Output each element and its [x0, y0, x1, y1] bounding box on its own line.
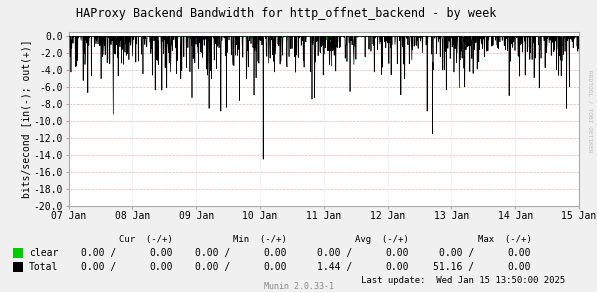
Text: 0.00 /: 0.00 / [81, 248, 116, 258]
Text: 0.00 /: 0.00 / [81, 262, 116, 272]
Text: RRDTOOL / TOBI OETIKER: RRDTOOL / TOBI OETIKER [587, 70, 592, 152]
Text: 0.00: 0.00 [508, 248, 531, 258]
Text: 0.00 /: 0.00 / [195, 248, 230, 258]
Text: 0.00: 0.00 [263, 262, 287, 272]
Text: 0.00 /: 0.00 / [317, 248, 352, 258]
Text: 0.00: 0.00 [386, 262, 409, 272]
Text: 0.00: 0.00 [508, 262, 531, 272]
Text: Munin 2.0.33-1: Munin 2.0.33-1 [263, 281, 334, 291]
Text: Cur  (-/+): Cur (-/+) [119, 235, 173, 244]
Text: 0.00 /: 0.00 / [439, 248, 475, 258]
Text: 0.00: 0.00 [150, 262, 173, 272]
Text: Last update:  Wed Jan 15 13:50:00 2025: Last update: Wed Jan 15 13:50:00 2025 [361, 276, 565, 285]
Text: 51.16 /: 51.16 / [433, 262, 475, 272]
Text: Max  (-/+): Max (-/+) [478, 235, 531, 244]
Text: 0.00: 0.00 [263, 248, 287, 258]
Text: HAProxy Backend Bandwidth for http_offnet_backend - by week: HAProxy Backend Bandwidth for http_offne… [76, 7, 497, 20]
Text: Avg  (-/+): Avg (-/+) [355, 235, 409, 244]
Text: Total: Total [29, 262, 58, 272]
Text: clear: clear [29, 248, 58, 258]
Text: 0.00: 0.00 [386, 248, 409, 258]
Text: 1.44 /: 1.44 / [317, 262, 352, 272]
Text: Min  (-/+): Min (-/+) [233, 235, 287, 244]
Text: 0.00 /: 0.00 / [195, 262, 230, 272]
Text: 0.00: 0.00 [150, 248, 173, 258]
Y-axis label: bits/second [in(-); out(+)]: bits/second [in(-); out(+)] [21, 40, 31, 198]
